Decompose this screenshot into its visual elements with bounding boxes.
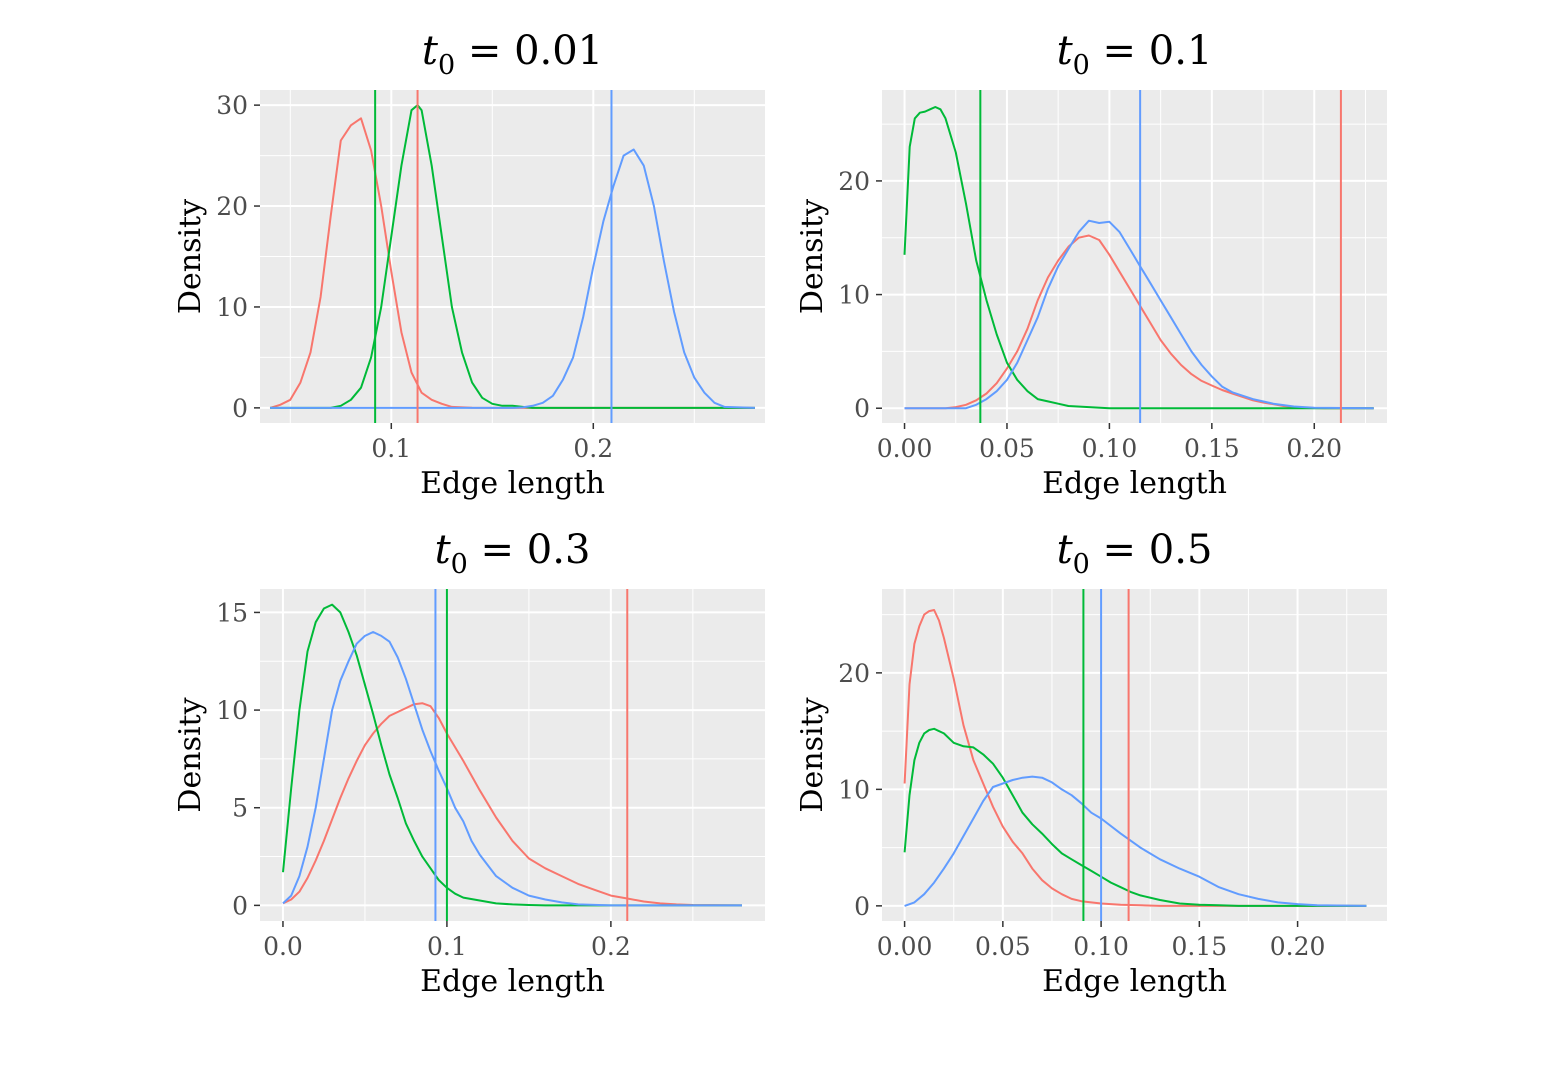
- x-tick-label: 0.05: [975, 932, 1031, 961]
- y-axis-label: Density: [173, 697, 208, 812]
- density-curve-red: [282, 702, 743, 907]
- x-tick-label: 0.20: [1270, 932, 1326, 961]
- y-tick-label: 10: [216, 293, 248, 322]
- x-axis-label: Edge length: [420, 964, 605, 999]
- y-tick-label: 20: [838, 659, 870, 688]
- y-tick-label: 20: [838, 167, 870, 196]
- y-tick-label: 0: [854, 892, 870, 921]
- density-curve-green: [903, 727, 1367, 907]
- x-tick-label: 0.15: [1172, 932, 1228, 961]
- x-axis-label: Edge length: [1042, 964, 1227, 999]
- panel-3: 0.0 0.1 0.2 0 5 10 15 t0 = 0.3 Edge length Densit…: [173, 527, 765, 999]
- density-curve-blue: [904, 219, 1374, 410]
- panel-title: t0 = 0.01: [422, 28, 603, 81]
- panel-background: [882, 589, 1387, 921]
- density-curve-red: [903, 609, 1367, 907]
- panel-2: 0.00 0.05 0.10 0.15 0.20 0 10 20 t0 = 0.1 Edge le…: [795, 28, 1387, 501]
- density-curve-green: [903, 106, 1374, 410]
- x-tick-label: 0.05: [979, 434, 1035, 463]
- density-curve-blue: [270, 148, 755, 409]
- density-curve-red: [269, 117, 755, 409]
- panel-background: [260, 589, 765, 921]
- y-axis-label: Density: [173, 199, 208, 314]
- y-tick-label: 10: [838, 281, 870, 310]
- x-tick-label: 0.1: [371, 434, 411, 463]
- y-axis-label: Density: [795, 199, 830, 314]
- x-tick-label: 0.15: [1184, 434, 1240, 463]
- x-tick-label: 0.20: [1286, 434, 1342, 463]
- y-tick-label: 20: [216, 192, 248, 221]
- panel-title: t0 = 0.1: [1057, 28, 1213, 81]
- y-tick-label: 10: [216, 696, 248, 725]
- y-tick-label: 30: [216, 91, 248, 120]
- density-curve-blue: [282, 631, 742, 907]
- y-tick-label: 15: [216, 598, 248, 627]
- x-axis-label: Edge length: [1042, 466, 1227, 501]
- y-tick-label: 0: [854, 394, 870, 423]
- y-tick-label: 10: [838, 775, 870, 804]
- panel-4: 0.00 0.05 0.10 0.15 0.20 0 10 20 t0 = 0.5 Edge le…: [795, 527, 1387, 999]
- x-tick-label: 0.00: [877, 932, 933, 961]
- density-curve-blue: [904, 775, 1367, 907]
- density-curve-green: [270, 104, 755, 409]
- x-tick-label: 0.1: [427, 932, 467, 961]
- y-axis-label: Density: [795, 697, 830, 812]
- x-axis-label: Edge length: [420, 466, 605, 501]
- x-tick-label: 0.2: [591, 932, 631, 961]
- y-tick-label: 0: [232, 394, 248, 423]
- x-tick-label: 0.10: [1073, 932, 1129, 961]
- panel-title: t0 = 0.5: [1057, 527, 1213, 580]
- x-tick-label: 0.0: [263, 932, 303, 961]
- panel-title: t0 = 0.3: [435, 527, 591, 580]
- density-curve-green: [282, 603, 742, 907]
- x-tick-label: 0.2: [573, 434, 613, 463]
- panel-1: 0.1 0.2 0 10 20 30 t0 = 0.01 Edge length Density: [173, 28, 765, 501]
- x-tick-label: 0.10: [1082, 434, 1138, 463]
- y-tick-label: 0: [232, 891, 248, 920]
- y-tick-label: 5: [232, 794, 248, 823]
- x-tick-label: 0.00: [877, 434, 933, 463]
